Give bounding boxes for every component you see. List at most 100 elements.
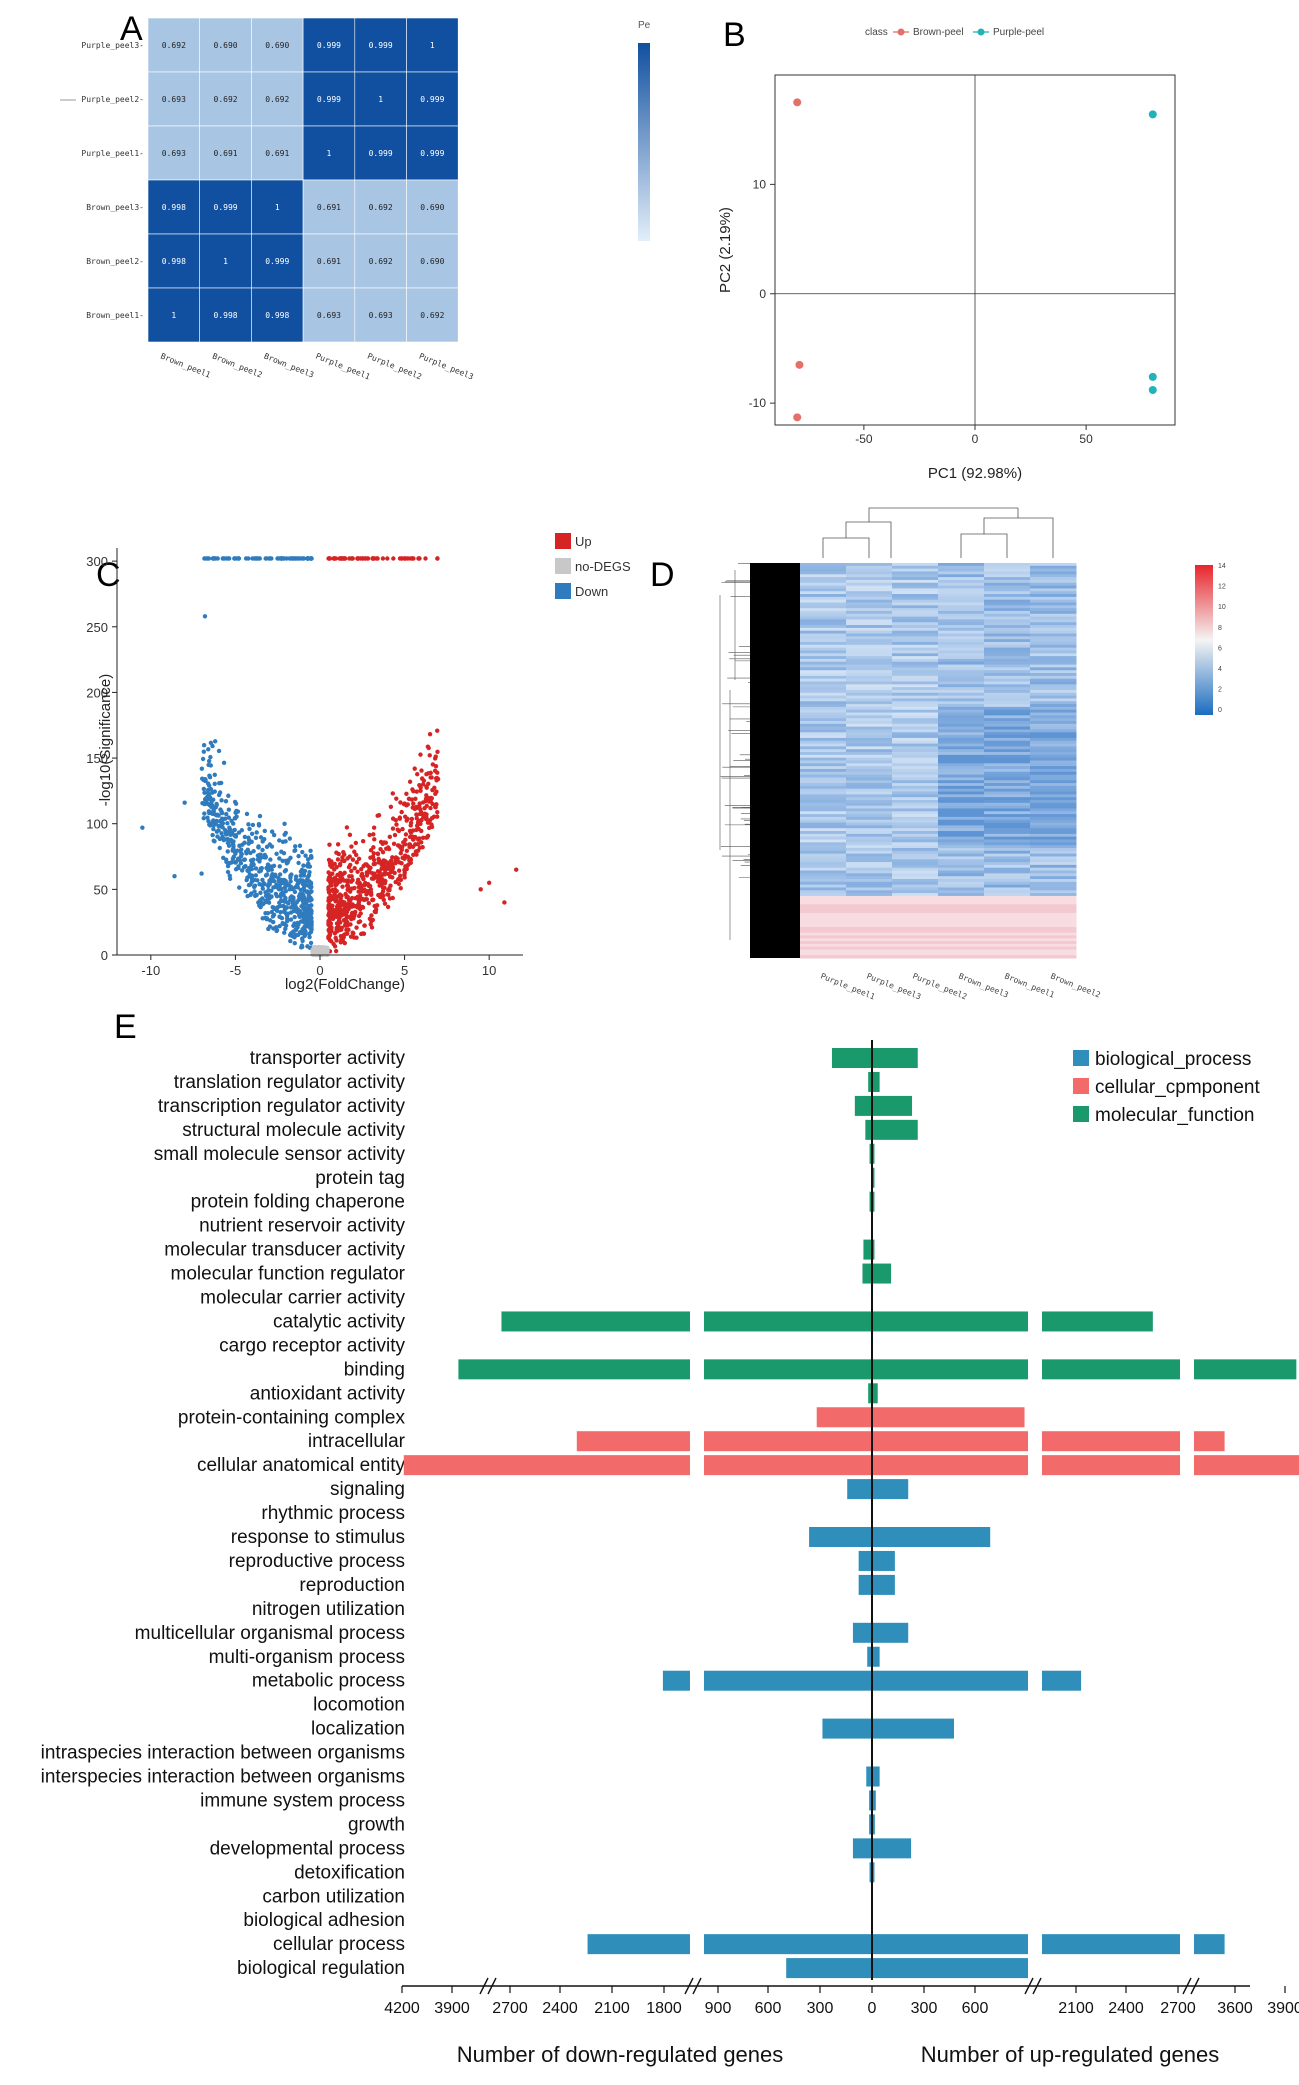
column-label: Brown_peel1 <box>1003 972 1056 1000</box>
volcano-point <box>405 556 411 561</box>
volcano-point <box>214 829 220 834</box>
heatmap-cell <box>1030 678 1077 682</box>
volcano-point <box>262 881 267 887</box>
axis-break-mark <box>684 1977 694 1995</box>
heatmap-cell <box>938 929 985 934</box>
heatmap-cell <box>984 591 1031 595</box>
heatmap-cell <box>938 718 985 722</box>
heatmap-cell <box>800 794 847 798</box>
heatmap-cell <box>800 842 847 846</box>
cell-value: 0.692 <box>214 95 238 104</box>
heatmap-cell <box>892 935 939 939</box>
heatmap-cell <box>800 653 847 657</box>
heatmap-cell <box>938 907 985 911</box>
volcano-point <box>289 872 294 877</box>
cell-value: 0.999 <box>317 95 341 104</box>
volcano-point <box>423 798 429 804</box>
volcano-point <box>354 935 359 940</box>
heatmap-cell <box>984 783 1031 787</box>
volcano-point <box>334 921 340 926</box>
volcano-point <box>338 870 343 876</box>
heatmap-cell <box>984 642 1031 646</box>
volcano-point <box>377 869 382 875</box>
heatmap-cell <box>1030 808 1077 812</box>
legend-title: Pearson value <box>638 20 650 31</box>
heatmap-cell <box>846 859 893 863</box>
heatmap-cell <box>984 814 1031 818</box>
heatmap-cell <box>800 879 847 883</box>
heatmap-cell <box>1030 949 1077 953</box>
bar-down <box>865 1119 872 1140</box>
heatmap-cell <box>938 901 985 905</box>
volcano-point <box>296 860 301 866</box>
heatmap-cell <box>846 938 893 942</box>
volcano-point <box>362 923 367 928</box>
volcano-point <box>283 896 288 901</box>
column-label: Brown_peel1 <box>159 352 212 380</box>
heatmap-cell <box>846 712 893 716</box>
category-label: protein tag <box>315 1168 405 1189</box>
heatmap-cell <box>846 670 893 674</box>
volcano-point <box>217 780 222 786</box>
heatmap-cell <box>1030 763 1077 767</box>
volcano-point <box>255 878 260 883</box>
heatmap-cell <box>892 687 939 691</box>
volcano-point <box>340 876 345 881</box>
volcano-point <box>303 853 308 858</box>
heatmap-cell <box>800 881 847 886</box>
volcano-point <box>340 858 345 863</box>
heatmap-cell <box>800 757 847 761</box>
heatmap-cell <box>892 811 939 815</box>
heatmap-cell <box>938 924 985 928</box>
heatmap-cell <box>938 870 985 874</box>
heatmap-cell <box>846 619 893 623</box>
volcano-point <box>242 834 248 840</box>
heatmap-cell <box>800 771 847 776</box>
volcano-point <box>285 911 290 916</box>
heatmap-cell <box>1030 760 1077 764</box>
volcano-point <box>205 781 211 786</box>
volcano-point <box>422 811 428 816</box>
volcano-point <box>260 839 265 844</box>
heatmap-cell <box>892 610 939 615</box>
heatmap-cell <box>1030 599 1077 603</box>
heatmap-cell <box>938 904 985 908</box>
bar-up <box>872 1550 895 1571</box>
heatmap-cell <box>1030 811 1077 815</box>
x-tick-label: -50 <box>855 432 873 446</box>
volcano-point <box>262 828 267 834</box>
heatmap-cell <box>938 675 985 680</box>
heatmap-cell <box>1030 890 1077 894</box>
heatmap-cell <box>846 845 893 849</box>
volcano-point <box>365 870 371 875</box>
heatmap-cell <box>846 715 893 719</box>
volcano-plot: C -10 -5 0 5 10050100150200250300log2(FoldCh… <box>86 533 631 993</box>
heatmap-cell <box>984 616 1031 620</box>
heatmap-cell <box>846 698 893 702</box>
heatmap-cell <box>1030 802 1077 807</box>
heatmap-cell <box>354 71 407 127</box>
volcano-point <box>232 799 238 805</box>
volcano-point <box>269 888 274 894</box>
heatmap-cell <box>938 639 985 643</box>
heatmap-cell <box>892 879 939 883</box>
volcano-point <box>326 556 331 561</box>
axis-break-mark <box>487 1977 497 1995</box>
heatmap-cell <box>406 125 459 181</box>
heatmap-cell <box>846 729 893 733</box>
heatmap-cell <box>846 678 893 682</box>
heatmap-cell <box>846 943 893 948</box>
volcano-point <box>267 918 273 923</box>
heatmap-cell <box>938 845 985 849</box>
volcano-point <box>252 556 258 561</box>
heatmap-cell <box>892 622 939 626</box>
volcano-point <box>404 848 410 854</box>
heatmap-cell <box>1030 667 1077 671</box>
heatmap-cell <box>892 895 939 900</box>
volcano-point <box>372 556 377 561</box>
volcano-point <box>327 926 332 931</box>
volcano-point <box>357 880 362 886</box>
heatmap-cell <box>938 664 985 668</box>
heatmap-cell <box>1030 715 1077 719</box>
volcano-point <box>264 916 270 921</box>
